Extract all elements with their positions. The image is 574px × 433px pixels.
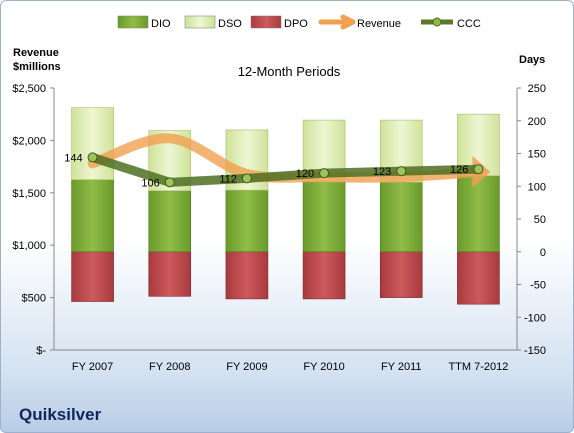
ccc-data-label: 112 — [219, 173, 237, 185]
company-name: Quiksilver — [19, 405, 102, 424]
category-label: FY 2009 — [226, 361, 267, 373]
ccc-marker — [164, 177, 175, 188]
ccc-marker — [241, 173, 252, 184]
left-tick-label: $1,000 — [12, 240, 46, 252]
right-tick-label: 100 — [528, 181, 546, 193]
ccc-line — [88, 152, 483, 187]
category-label: TTM 7-2012 — [448, 361, 508, 373]
category-label: FY 2010 — [303, 361, 344, 373]
category-label: FY 2008 — [149, 361, 190, 373]
left-axis-label: Revenue — [13, 47, 59, 59]
left-tick-label: $2,000 — [12, 135, 46, 147]
bar-dio — [302, 181, 346, 253]
right-tick-label: -50 — [530, 280, 546, 292]
left-axis-label-units: $millions — [13, 61, 61, 73]
right-tick-label: 50 — [534, 214, 546, 226]
ccc-data-label: 120 — [296, 168, 314, 180]
category-label: FY 2011 — [381, 361, 422, 373]
right-tick-label: -100 — [524, 312, 546, 324]
bar-dso — [71, 107, 114, 181]
bar-dio — [225, 189, 269, 253]
ccc-series: 144 106 112 120 123 126 — [64, 152, 484, 189]
axes: $- $500 $1,000 $1,500 $2,000 $2,500 -150 -100 -5… — [12, 83, 546, 373]
bars — [71, 107, 500, 305]
category-label: FY 2007 — [72, 361, 113, 373]
ccc-marker — [319, 168, 330, 179]
ccc-data-label: 123 — [373, 166, 391, 178]
right-tick-label: 250 — [528, 83, 546, 95]
legend-swatch-dio — [117, 15, 149, 29]
legend: DIO DSO DPO Revenue CCC — [117, 14, 481, 30]
legend-label-ccc: CCC — [457, 18, 481, 30]
right-axis-label: Days — [519, 54, 545, 66]
legend-swatch-dpo — [250, 15, 282, 29]
right-tick-label: 0 — [540, 247, 546, 259]
ccc-data-label: 144 — [64, 152, 82, 164]
bar-dpo — [302, 251, 346, 300]
bar-dpo — [148, 251, 192, 297]
bar-dpo — [71, 251, 114, 302]
left-tick-label: $2,500 — [12, 83, 46, 95]
right-tick-label: -150 — [524, 345, 546, 357]
left-tick-label: $- — [36, 345, 46, 357]
legend-label-dso: DSO — [218, 18, 242, 30]
bar-dpo — [225, 251, 269, 300]
bar-dio — [148, 190, 192, 253]
legend-label-dpo: DPO — [284, 18, 308, 30]
legend-swatch-dso — [184, 15, 216, 29]
chart-title: 12-Month Periods — [238, 64, 341, 79]
ccc-data-label: 126 — [450, 164, 468, 176]
bar-dio — [71, 179, 114, 253]
bar-dpo — [457, 251, 500, 305]
legend-swatch-revenue — [318, 14, 356, 30]
ccc-data-label: 106 — [141, 177, 159, 189]
ccc-marker — [396, 166, 407, 177]
right-tick-label: 200 — [528, 116, 546, 128]
bar-dio — [457, 175, 500, 253]
bar-dpo — [379, 251, 423, 298]
right-tick-label: 150 — [528, 149, 546, 161]
left-tick-label: $500 — [22, 293, 46, 305]
legend-label-dio: DIO — [151, 18, 171, 30]
ccc-marker — [473, 164, 484, 175]
legend-label-revenue: Revenue — [357, 18, 401, 30]
left-tick-label: $1,500 — [12, 188, 46, 200]
ccc-marker — [87, 152, 98, 163]
bar-dio — [379, 182, 423, 253]
legend-marker-ccc — [432, 17, 442, 27]
